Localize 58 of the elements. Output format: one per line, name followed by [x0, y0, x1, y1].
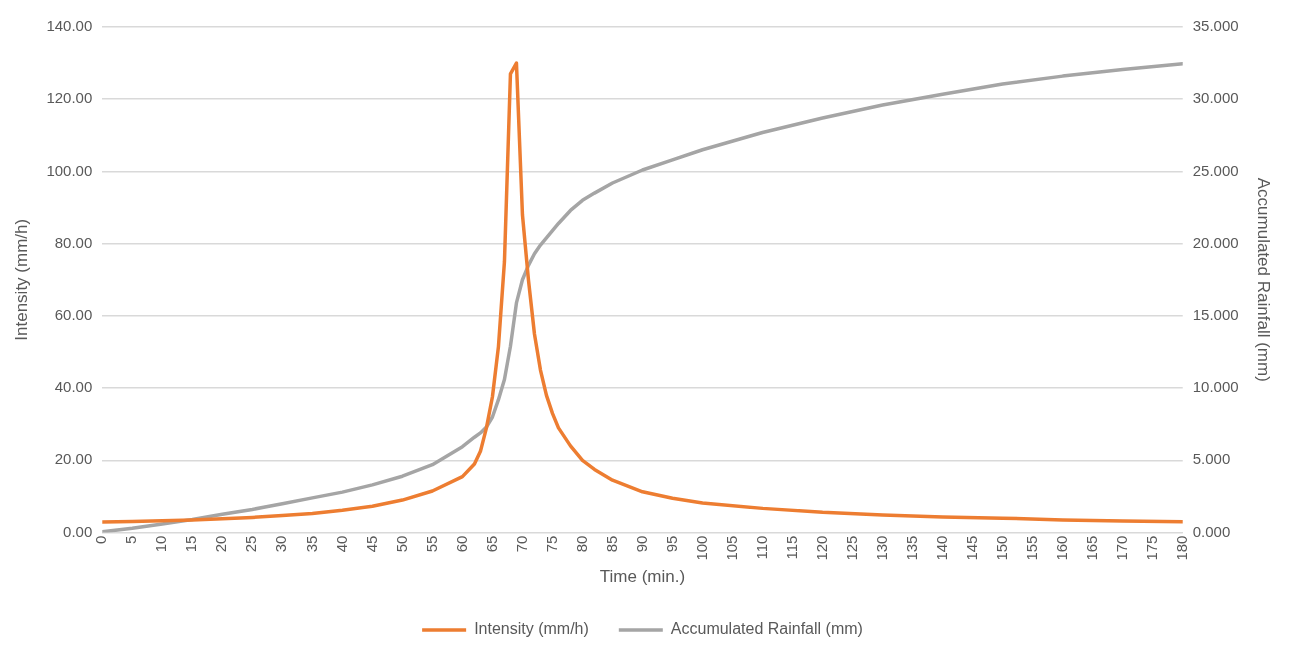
x-tick-label: 10	[152, 535, 170, 553]
x-tick-label: 65	[482, 535, 500, 553]
x-tick-label: 75	[542, 535, 560, 553]
x-tick-label: 45	[362, 535, 380, 553]
y2-tick-label: 20.000	[1192, 233, 1239, 251]
y2-tick-label: 25.000	[1192, 161, 1239, 179]
x-tick-label: 130	[872, 535, 890, 561]
x-tick-label: 70	[512, 535, 530, 553]
x-tick-label: 95	[662, 535, 680, 553]
x-tick-label: 55	[422, 535, 440, 553]
x-tick-label: 175	[1142, 535, 1160, 561]
x-tick-label: 125	[842, 535, 860, 561]
y2-tick-label: 10.000	[1192, 378, 1239, 396]
x-tick-label: 115	[782, 535, 800, 560]
x-tick-label: 100	[692, 535, 710, 561]
x-tick-label: 105	[722, 535, 740, 561]
x-tick-label: 180	[1172, 535, 1190, 561]
y2-tick-label: 15.000	[1192, 306, 1239, 324]
y-tick-label: 0.00	[63, 522, 93, 540]
x-tick-label: 85	[602, 535, 620, 553]
x-tick-label: 80	[572, 535, 590, 553]
y-tick-label: 60.00	[54, 306, 93, 324]
x-tick-label: 145	[962, 535, 980, 561]
x-tick-label: 150	[992, 535, 1010, 561]
x-tick-label: 60	[452, 535, 470, 553]
y2-tick-label: 5.000	[1192, 450, 1231, 468]
x-tick-label: 20	[212, 535, 230, 553]
x-tick-label: 170	[1112, 535, 1130, 561]
y-tick-label: 100.00	[46, 161, 93, 179]
y-tick-label: 40.00	[54, 378, 93, 396]
x-tick-label: 135	[902, 535, 920, 561]
x-tick-label: 25	[242, 535, 260, 553]
x-tick-label: 35	[302, 535, 320, 553]
x-axis-title: Time (min.)	[599, 567, 686, 587]
y2-tick-label: 30.000	[1192, 89, 1239, 107]
x-tick-label: 15	[182, 535, 200, 553]
y2-tick-label: 0.000	[1192, 522, 1231, 540]
legend-label: Intensity (mm/h)	[474, 620, 589, 638]
x-tick-label: 0	[92, 535, 110, 544]
y-tick-label: 120.00	[46, 89, 93, 107]
y2-tick-label: 35.000	[1192, 17, 1239, 35]
y-tick-label: 80.00	[54, 233, 93, 251]
x-tick-label: 120	[812, 535, 830, 561]
y-tick-label: 20.00	[54, 450, 93, 468]
x-tick-label: 40	[332, 535, 350, 553]
x-tick-label: 140	[932, 535, 950, 561]
x-tick-label: 90	[632, 535, 650, 553]
y-tick-label: 140.00	[46, 17, 93, 35]
y2-axis-title: Accumulated Rainfall (mm)	[1254, 177, 1274, 382]
x-tick-label: 160	[1052, 535, 1070, 561]
y-axis-title: Intensity (mm/h)	[11, 218, 31, 341]
x-tick-label: 165	[1082, 535, 1100, 561]
x-tick-label: 30	[272, 535, 290, 553]
x-tick-label: 50	[392, 535, 410, 553]
x-tick-label: 155	[1022, 535, 1040, 561]
x-tick-label: 5	[122, 535, 140, 544]
legend-label: Accumulated Rainfall (mm)	[670, 620, 863, 638]
x-tick-label: 110	[752, 535, 770, 560]
